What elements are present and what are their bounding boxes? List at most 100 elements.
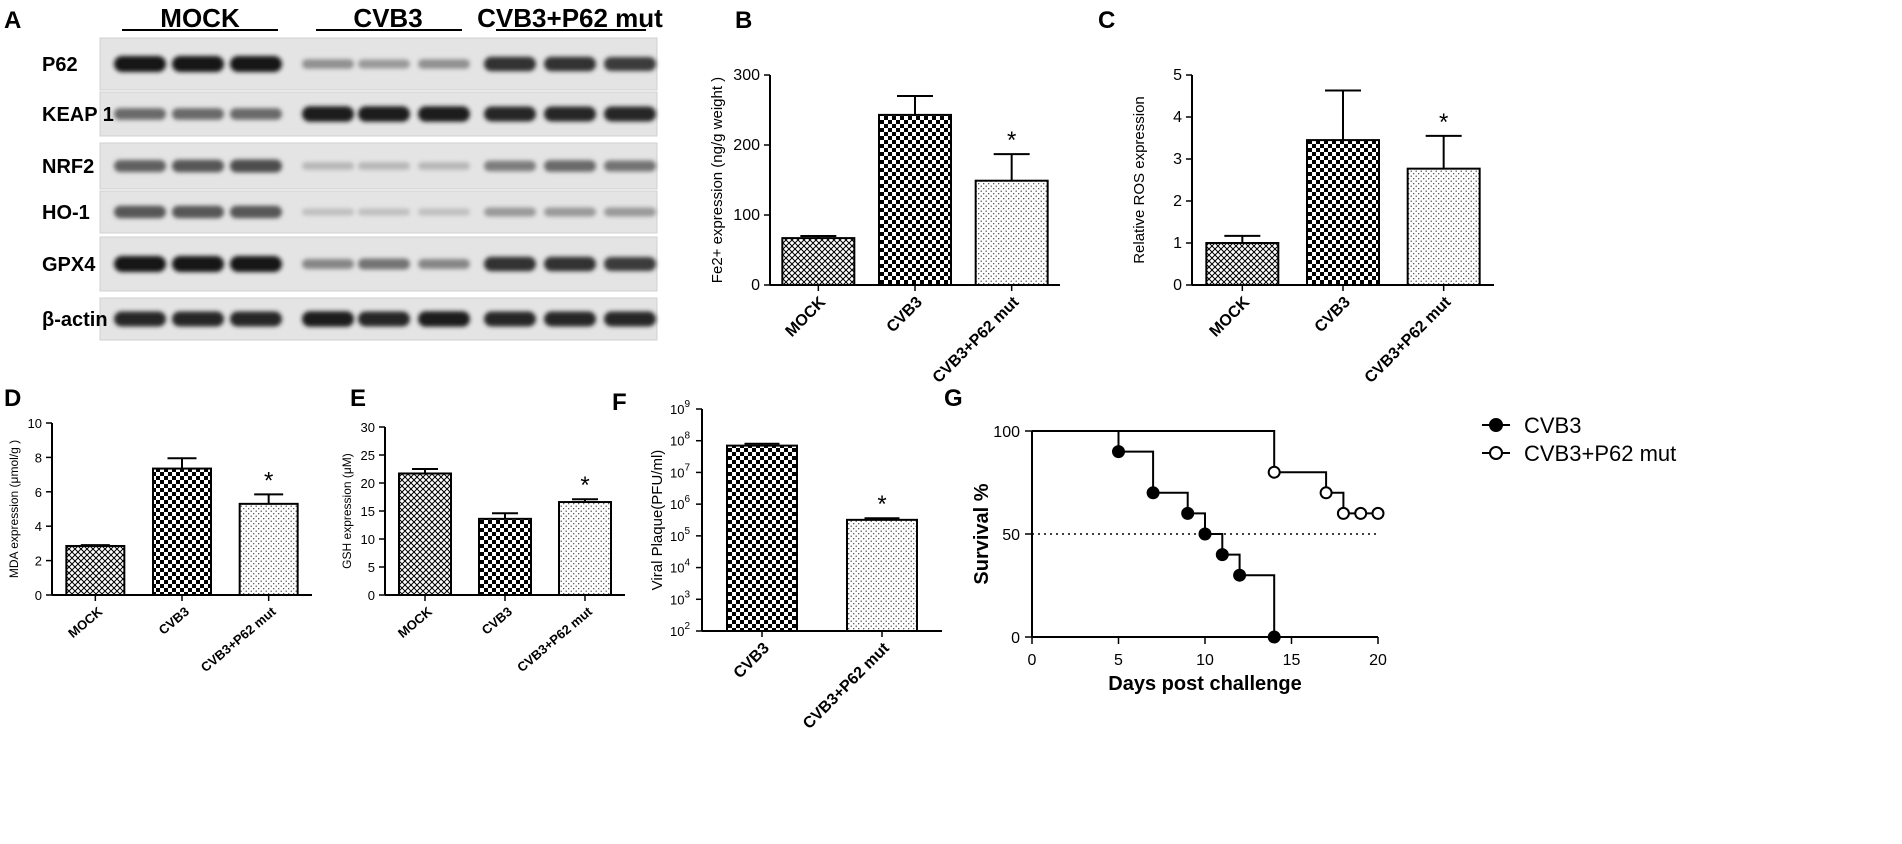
series-line bbox=[1032, 430, 1378, 515]
data-point bbox=[1233, 568, 1247, 582]
significance-marker: * bbox=[580, 472, 589, 499]
blot-row: NRF2 bbox=[42, 142, 658, 190]
blot-band bbox=[172, 205, 224, 219]
x-tick-label: CVB3+P62 mut bbox=[800, 639, 893, 732]
blot-row-label: KEAP 1 bbox=[42, 104, 114, 126]
blot-band bbox=[172, 256, 224, 272]
x-tick-label: CVB3 bbox=[156, 604, 192, 638]
y-tick-label: 0 bbox=[35, 588, 42, 603]
blot-band bbox=[604, 311, 656, 327]
blot-band bbox=[544, 256, 596, 272]
blot-band bbox=[418, 59, 470, 69]
legend-entry: CVB3 bbox=[1524, 413, 1581, 438]
blot-band bbox=[484, 311, 536, 327]
y-tick-label: 5 bbox=[368, 560, 375, 575]
y-tick-label: 6 bbox=[35, 485, 42, 500]
y-tick-base: 10 bbox=[670, 497, 684, 512]
chart-survival: 0 5 10 15 20 0 50 100 Days post challenge Surviva… bbox=[971, 413, 1676, 695]
blot-band bbox=[358, 208, 410, 216]
y-tick-label: 102 bbox=[670, 621, 690, 639]
y-axis-label: Fe2+ expression (ng/g weight ) bbox=[709, 77, 726, 283]
blot-band bbox=[302, 208, 354, 216]
y-tick-label: 0 bbox=[1011, 630, 1020, 647]
blot-band bbox=[604, 257, 656, 271]
x-tick-label: 5 bbox=[1114, 652, 1123, 669]
panel-letter-b: B bbox=[735, 7, 752, 34]
blot-row: HO-1 bbox=[42, 190, 658, 234]
bar bbox=[398, 472, 452, 597]
chart-fe2-expression: 0 100 200 300 Fe2+ expression (ng/g weight )… bbox=[709, 67, 1060, 387]
blot-band bbox=[604, 106, 656, 122]
blot-band bbox=[114, 205, 166, 219]
y-tick-label: 50 bbox=[1002, 527, 1020, 544]
x-tick-label: MOCK bbox=[395, 603, 436, 640]
y-tick-label: 106 bbox=[670, 494, 690, 512]
bar bbox=[478, 517, 532, 597]
panel-letter-d: D bbox=[4, 385, 21, 412]
y-tick-exponent: 9 bbox=[684, 399, 690, 410]
y-axis-label: GSH expression (μM) bbox=[340, 453, 354, 569]
significance-marker: * bbox=[1439, 109, 1448, 136]
x-tick-label: 20 bbox=[1369, 652, 1387, 669]
x-tick-label: CVB3 bbox=[884, 294, 926, 336]
y-tick-label: 15 bbox=[361, 504, 375, 519]
bar bbox=[846, 518, 918, 632]
y-tick-label: 104 bbox=[670, 558, 690, 576]
blot-band bbox=[358, 258, 410, 270]
y-tick-exponent: 4 bbox=[684, 558, 690, 569]
y-tick-label: 2 bbox=[35, 554, 42, 569]
significance-marker: * bbox=[264, 467, 273, 494]
blot-band bbox=[302, 59, 354, 69]
x-tick-label: CVB3 bbox=[1312, 294, 1354, 336]
bar bbox=[1406, 167, 1481, 286]
significance-marker: * bbox=[1007, 127, 1016, 154]
chart-gsh-expression: 0 5 10 15 20 25 30 GSH expression (μM) MOCK CVB3 *… bbox=[340, 420, 625, 675]
blot-band bbox=[172, 108, 224, 120]
blot-row-label: β-actin bbox=[42, 309, 108, 331]
x-tick-label: CVB3+P62 mut bbox=[930, 293, 1023, 386]
y-tick-label: 0 bbox=[1173, 277, 1182, 294]
blot-band bbox=[358, 106, 410, 122]
y-axis-label: Viral Plaque(PFU/ml) bbox=[649, 450, 666, 591]
bar bbox=[1306, 139, 1380, 286]
x-tick-label: CVB3+P62 mut bbox=[514, 603, 595, 675]
y-axis-label: Relative ROS expression bbox=[1131, 96, 1148, 264]
blot-band bbox=[544, 160, 596, 172]
y-tick-label: 105 bbox=[670, 526, 690, 544]
bar bbox=[558, 501, 612, 597]
y-tick-label: 10 bbox=[28, 416, 42, 431]
y-tick-label: 200 bbox=[733, 137, 760, 154]
blot-band bbox=[358, 59, 410, 69]
y-tick-label: 108 bbox=[670, 431, 690, 449]
y-axis-label: Survival % bbox=[971, 483, 993, 584]
blot-band bbox=[544, 207, 596, 217]
x-tick-label: CVB3+P62 mut bbox=[1362, 293, 1455, 386]
significance-marker: * bbox=[877, 491, 886, 518]
blot-band bbox=[418, 106, 470, 122]
y-tick-label: 0 bbox=[368, 588, 375, 603]
x-tick-label: 10 bbox=[1196, 652, 1214, 669]
blot-band bbox=[484, 256, 536, 272]
y-tick-label: 4 bbox=[1173, 109, 1182, 126]
y-tick-exponent: 2 bbox=[684, 621, 690, 632]
blot-band bbox=[484, 56, 536, 72]
blot-group-mock: MOCK bbox=[160, 3, 240, 33]
blot-band bbox=[114, 108, 166, 120]
x-tick-label: CVB3 bbox=[479, 604, 515, 638]
y-tick-label: 0 bbox=[751, 277, 760, 294]
blot-band bbox=[358, 162, 410, 170]
bar bbox=[781, 237, 856, 287]
y-tick-exponent: 3 bbox=[684, 589, 690, 600]
data-point bbox=[1354, 506, 1368, 520]
y-tick-label: 107 bbox=[670, 462, 690, 480]
bar bbox=[1205, 242, 1280, 286]
y-axis-label: MDA expression (μmol/g ) bbox=[7, 440, 21, 578]
data-point bbox=[1336, 506, 1350, 520]
legend-marker bbox=[1489, 446, 1503, 460]
data-point bbox=[1181, 506, 1195, 520]
x-tick-label: MOCK bbox=[1207, 293, 1254, 340]
bar bbox=[974, 179, 1049, 286]
data-point bbox=[1112, 445, 1125, 459]
bar bbox=[152, 467, 212, 596]
